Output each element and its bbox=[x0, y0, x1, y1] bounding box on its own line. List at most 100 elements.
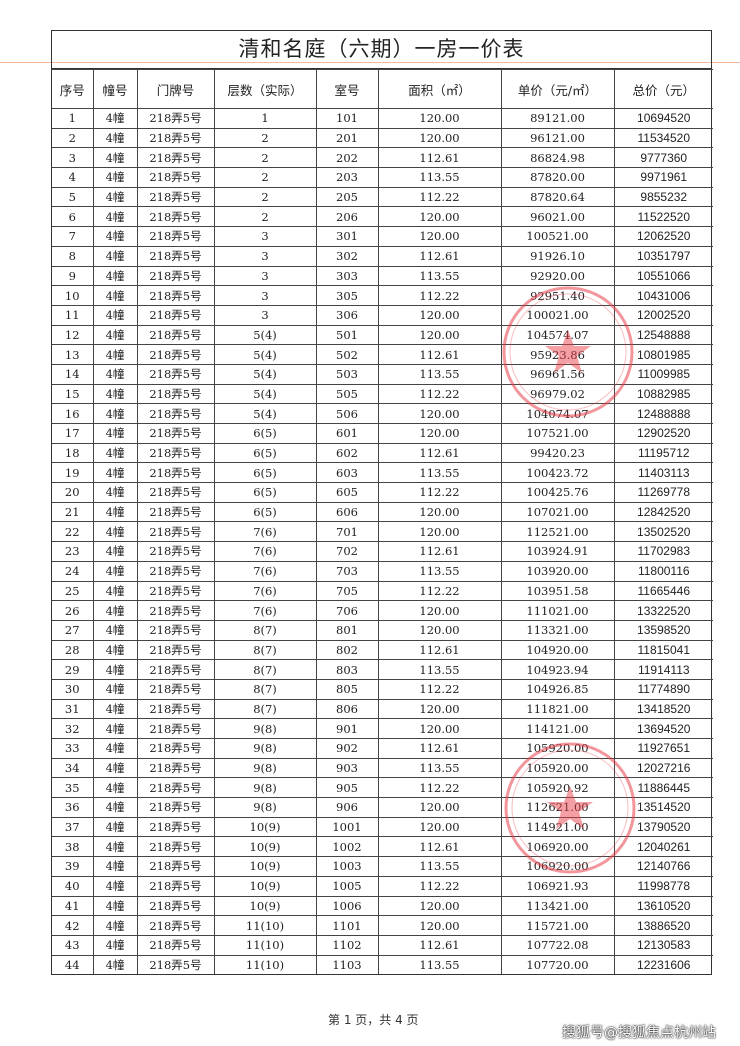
area-cell: 112.61 bbox=[377, 639, 502, 661]
table-row: 31 4幢 218弄5号 8(7) 806 120.00 111821.00 13418520 bbox=[52, 698, 713, 720]
area-cell: 112.22 bbox=[377, 482, 502, 503]
floor-cell: 3 bbox=[213, 226, 317, 247]
total-price-cell: 12488888 bbox=[613, 403, 713, 424]
unit-price-cell: 105920.00 bbox=[500, 757, 615, 779]
door-number-cell: 218弄5号 bbox=[136, 580, 215, 602]
door-number-cell: 218弄5号 bbox=[136, 816, 215, 838]
row-number-cell: 42 bbox=[52, 915, 94, 936]
total-price-cell: 13598520 bbox=[613, 619, 713, 641]
unit-price-cell: 103924.91 bbox=[500, 541, 615, 562]
door-number-cell: 218弄5号 bbox=[136, 856, 215, 877]
total-price-cell: 11269778 bbox=[613, 482, 713, 503]
total-price-cell: 11815041 bbox=[613, 639, 713, 661]
floor-cell: 10(9) bbox=[213, 836, 317, 858]
building-cell: 4幢 bbox=[92, 127, 138, 149]
area-cell: 120.00 bbox=[377, 226, 502, 247]
row-number-cell: 8 bbox=[52, 245, 94, 267]
price-sheet: 清和名庭（六期）一房一价表 序号 幢号 门牌号 层数（实际） 室号 面积（㎡） 单价（元/㎡… bbox=[51, 30, 713, 976]
row-number-cell: 32 bbox=[52, 718, 94, 739]
building-cell: 4幢 bbox=[92, 167, 138, 188]
door-number-cell: 218弄5号 bbox=[136, 836, 215, 858]
area-cell: 120.00 bbox=[377, 324, 502, 346]
unit-price-cell: 115721.00 bbox=[500, 915, 615, 936]
total-price-cell: 9855232 bbox=[613, 186, 713, 208]
building-cell: 4幢 bbox=[92, 265, 138, 287]
floor-cell: 2 bbox=[213, 186, 317, 208]
row-number-cell: 18 bbox=[52, 442, 94, 464]
room-number-cell: 306 bbox=[315, 304, 379, 326]
total-price-cell: 13502520 bbox=[613, 521, 713, 543]
total-price-cell: 11774890 bbox=[613, 678, 713, 700]
room-number-cell: 1103 bbox=[315, 954, 379, 975]
table-row: 3 4幢 218弄5号 2 202 112.61 86824.98 9777360 bbox=[52, 147, 713, 169]
building-cell: 4幢 bbox=[92, 304, 138, 326]
row-number-cell: 20 bbox=[52, 482, 94, 503]
room-number-cell: 906 bbox=[315, 797, 379, 818]
area-cell: 112.22 bbox=[377, 678, 502, 700]
building-cell: 4幢 bbox=[92, 462, 138, 484]
area-cell: 113.55 bbox=[377, 363, 502, 385]
floor-cell: 6(5) bbox=[213, 423, 317, 444]
unit-price-cell: 105920.00 bbox=[500, 738, 615, 759]
table-row: 2 4幢 218弄5号 2 201 120.00 96121.00 11534520 bbox=[52, 127, 713, 149]
door-number-cell: 218弄5号 bbox=[136, 423, 215, 444]
area-cell: 112.22 bbox=[377, 285, 502, 306]
area-cell: 112.61 bbox=[377, 147, 502, 169]
room-number-cell: 1101 bbox=[315, 915, 379, 936]
area-cell: 113.55 bbox=[377, 167, 502, 188]
floor-cell: 8(7) bbox=[213, 659, 317, 680]
table-row: 38 4幢 218弄5号 10(9) 1002 112.61 106920.00 120402… bbox=[52, 836, 713, 858]
total-price-cell: 13694520 bbox=[613, 718, 713, 739]
row-number-cell: 25 bbox=[52, 580, 94, 602]
scan-line bbox=[0, 62, 740, 63]
door-number-cell: 218弄5号 bbox=[136, 659, 215, 680]
unit-price-cell: 91926.10 bbox=[500, 245, 615, 267]
area-cell: 113.55 bbox=[377, 659, 502, 680]
door-number-cell: 218弄5号 bbox=[136, 698, 215, 720]
total-price-cell: 13322520 bbox=[613, 600, 713, 621]
table-row: 34 4幢 218弄5号 9(8) 903 113.55 105920.00 12027216 bbox=[52, 757, 713, 779]
area-cell: 120.00 bbox=[377, 108, 502, 129]
area-cell: 112.61 bbox=[377, 245, 502, 267]
total-price-cell: 12548888 bbox=[613, 324, 713, 346]
column-header: 层数（实际） bbox=[213, 69, 317, 109]
table-row: 15 4幢 218弄5号 5(4) 505 112.22 96979.02 10882985 bbox=[52, 383, 713, 405]
total-price-cell: 12231606 bbox=[613, 954, 713, 975]
total-price-cell: 13886520 bbox=[613, 915, 713, 936]
total-price-cell: 10882985 bbox=[613, 383, 713, 405]
unit-price-cell: 100425.76 bbox=[500, 482, 615, 503]
table-row: 33 4幢 218弄5号 9(8) 902 112.61 105920.00 11927651 bbox=[52, 738, 713, 759]
row-number-cell: 41 bbox=[52, 895, 94, 917]
room-number-cell: 501 bbox=[315, 324, 379, 346]
floor-cell: 5(4) bbox=[213, 344, 317, 365]
unit-price-cell: 103920.00 bbox=[500, 560, 615, 582]
unit-price-cell: 112621.00 bbox=[500, 797, 615, 818]
table-row: 42 4幢 218弄5号 11(10) 1101 120.00 115721.00 13886… bbox=[52, 915, 713, 936]
table-row: 7 4幢 218弄5号 3 301 120.00 100521.00 12062520 bbox=[52, 226, 713, 247]
unit-price-cell: 104920.00 bbox=[500, 639, 615, 661]
building-cell: 4幢 bbox=[92, 147, 138, 169]
total-price-cell: 9777360 bbox=[613, 147, 713, 169]
area-cell: 112.22 bbox=[377, 383, 502, 405]
building-cell: 4幢 bbox=[92, 363, 138, 385]
unit-price-cell: 86824.98 bbox=[500, 147, 615, 169]
floor-cell: 10(9) bbox=[213, 875, 317, 897]
floor-cell: 3 bbox=[213, 285, 317, 306]
floor-cell: 2 bbox=[213, 167, 317, 188]
table-row: 4 4幢 218弄5号 2 203 113.55 87820.00 9971961 bbox=[52, 167, 713, 188]
floor-cell: 2 bbox=[213, 127, 317, 149]
row-number-cell: 31 bbox=[52, 698, 94, 720]
room-number-cell: 1005 bbox=[315, 875, 379, 897]
unit-price-cell: 111021.00 bbox=[500, 600, 615, 621]
unit-price-cell: 106920.00 bbox=[500, 836, 615, 858]
floor-cell: 6(5) bbox=[213, 482, 317, 503]
total-price-cell: 10351797 bbox=[613, 245, 713, 267]
room-number-cell: 206 bbox=[315, 206, 379, 228]
table-row: 1 4幢 218弄5号 1 101 120.00 89121.00 10694520 bbox=[52, 108, 713, 129]
building-cell: 4幢 bbox=[92, 639, 138, 661]
table-row: 9 4幢 218弄5号 3 303 113.55 92920.00 10551066 bbox=[52, 265, 713, 287]
total-price-cell: 13790520 bbox=[613, 816, 713, 838]
row-number-cell: 2 bbox=[52, 127, 94, 149]
floor-cell: 7(6) bbox=[213, 521, 317, 543]
room-number-cell: 801 bbox=[315, 619, 379, 641]
